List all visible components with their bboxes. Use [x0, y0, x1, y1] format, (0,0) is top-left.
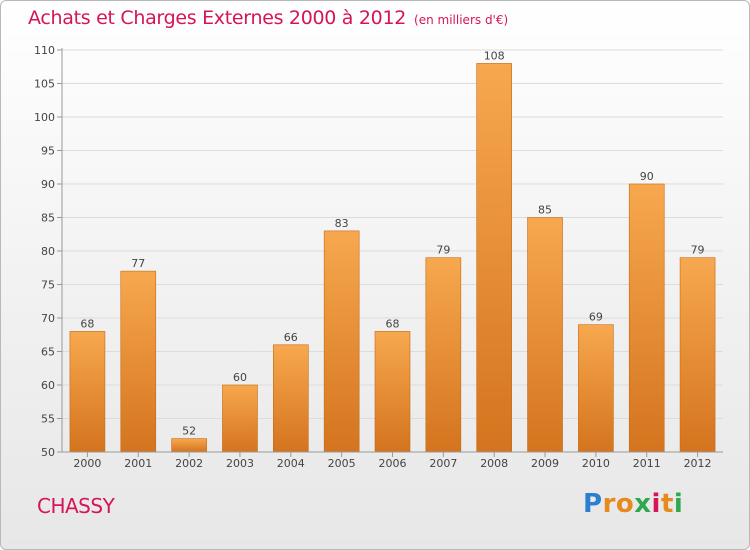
data-label: 90	[640, 170, 654, 183]
x-tick-label: 2005	[328, 457, 356, 470]
x-tick-label: 2000	[73, 457, 101, 470]
y-tick-label: 70	[41, 312, 55, 325]
y-tick-label: 50	[41, 446, 55, 459]
proxiti-logo[interactable]: Proxiti	[583, 489, 683, 519]
bar	[374, 331, 411, 453]
y-tick-label: 100	[34, 111, 55, 124]
bar	[222, 384, 258, 453]
x-tick-label: 2010	[582, 457, 610, 470]
data-label: 60	[233, 371, 247, 384]
chart-unit: (en milliers d'€)	[414, 13, 509, 27]
bars	[69, 63, 716, 453]
axes	[57, 48, 723, 457]
chart-title-text: Achats et Charges Externes 2000 à 2012	[28, 7, 407, 29]
bar	[171, 438, 207, 453]
data-label: 69	[589, 311, 603, 324]
logo-letter: t	[660, 489, 674, 519]
y-tick-label: 110	[34, 44, 55, 57]
bar	[527, 217, 563, 453]
data-label: 68	[386, 317, 400, 330]
data-label: 83	[335, 217, 349, 230]
x-tick-label: 2004	[277, 457, 305, 470]
bar	[273, 344, 309, 453]
bar	[628, 183, 665, 453]
data-label: 77	[131, 257, 145, 270]
x-tick-label: 2008	[480, 457, 508, 470]
labels: 50 55 60 65 70 75 80 85 90 95 100 105 110 68 2000 77 200…	[34, 44, 712, 470]
y-tick-label: 105	[34, 78, 55, 91]
x-tick-label: 2001	[124, 457, 152, 470]
bar	[120, 270, 157, 453]
y-tick-label: 80	[41, 245, 55, 258]
bar	[679, 257, 716, 453]
logo-letter: o	[615, 489, 635, 519]
logo-letter: i	[673, 489, 684, 519]
x-tick-label: 2009	[531, 457, 559, 470]
bar	[425, 257, 462, 453]
data-label: 79	[691, 244, 705, 257]
y-tick-label: 55	[41, 413, 55, 426]
x-tick-label: 2011	[633, 457, 661, 470]
y-tick-label: 90	[41, 178, 55, 191]
commune-name: CHASSY	[37, 494, 115, 518]
bar	[578, 324, 614, 453]
y-tick-label: 95	[41, 145, 55, 158]
logo-letter: r	[602, 489, 616, 519]
x-tick-label: 2007	[429, 457, 457, 470]
bar	[69, 331, 106, 453]
y-tick-label: 60	[41, 379, 55, 392]
y-tick-label: 65	[41, 346, 55, 359]
data-label: 52	[182, 425, 196, 438]
data-label: 79	[436, 244, 450, 257]
data-label: 85	[538, 204, 552, 217]
x-tick-label: 2012	[684, 457, 712, 470]
logo-letter: i	[651, 489, 661, 519]
x-tick-label: 2002	[175, 457, 203, 470]
chart-title: Achats et Charges Externes 2000 à 2012 (e…	[28, 7, 508, 29]
data-label: 108	[484, 49, 505, 62]
y-tick-label: 75	[41, 279, 55, 292]
data-label: 68	[80, 317, 94, 330]
logo-letter: x	[634, 489, 652, 519]
x-tick-label: 2006	[379, 457, 407, 470]
data-label: 66	[284, 331, 298, 344]
x-tick-label: 2003	[226, 457, 254, 470]
logo-letter: P	[583, 489, 603, 519]
bar	[323, 230, 360, 453]
bar	[476, 63, 512, 453]
y-tick-label: 85	[41, 212, 55, 225]
